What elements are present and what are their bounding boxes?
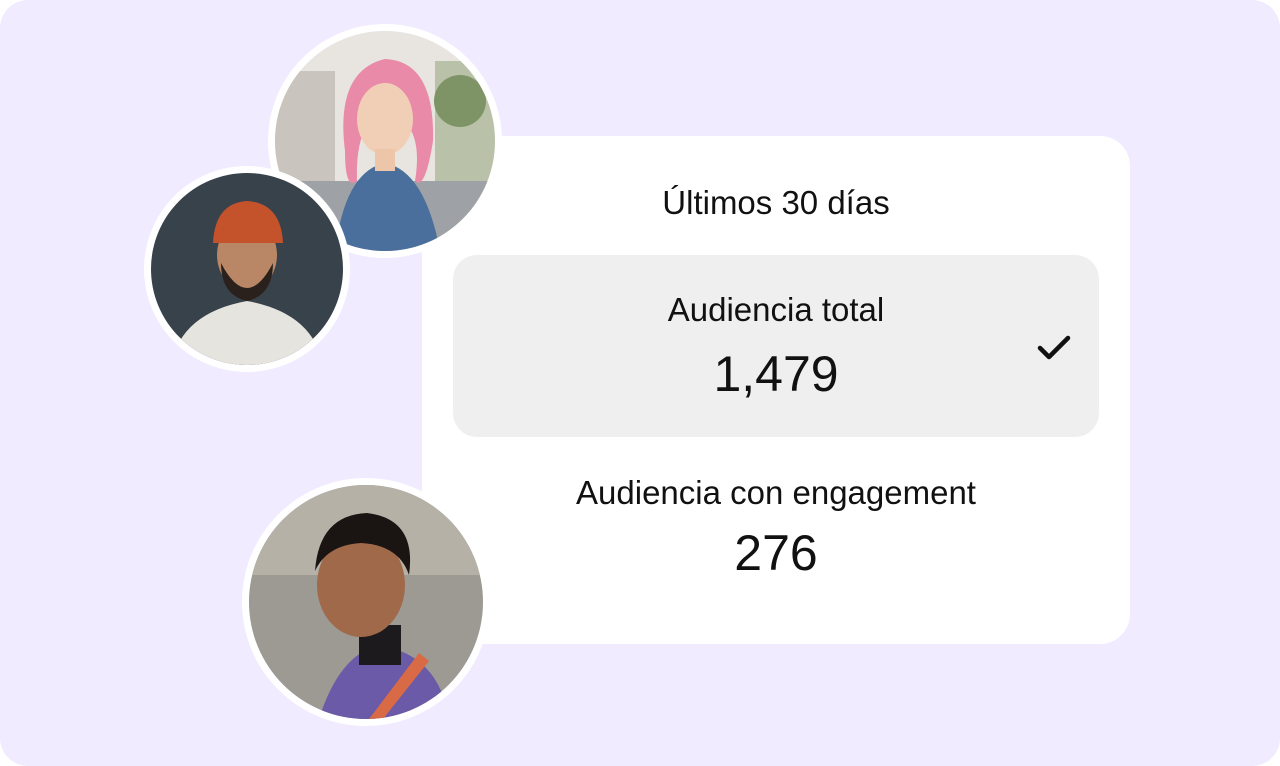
audience-card: Últimos 30 días Audiencia total 1,479 Au… xyxy=(422,136,1130,644)
period-title: Últimos 30 días xyxy=(662,184,890,221)
avatar-photo-short-hair xyxy=(242,478,490,726)
option-total-audience[interactable]: Audiencia total 1,479 xyxy=(453,255,1099,437)
checkmark-icon xyxy=(1037,335,1071,360)
option-label: Audiencia con engagement xyxy=(576,474,976,511)
option-engaged-audience[interactable]: Audiencia con engagement 276 xyxy=(453,466,1099,606)
avatar-photo-orange-beanie xyxy=(144,166,350,372)
option-value: 276 xyxy=(734,525,818,581)
option-value: 1,479 xyxy=(713,346,839,402)
option-label: Audiencia total xyxy=(667,291,885,328)
